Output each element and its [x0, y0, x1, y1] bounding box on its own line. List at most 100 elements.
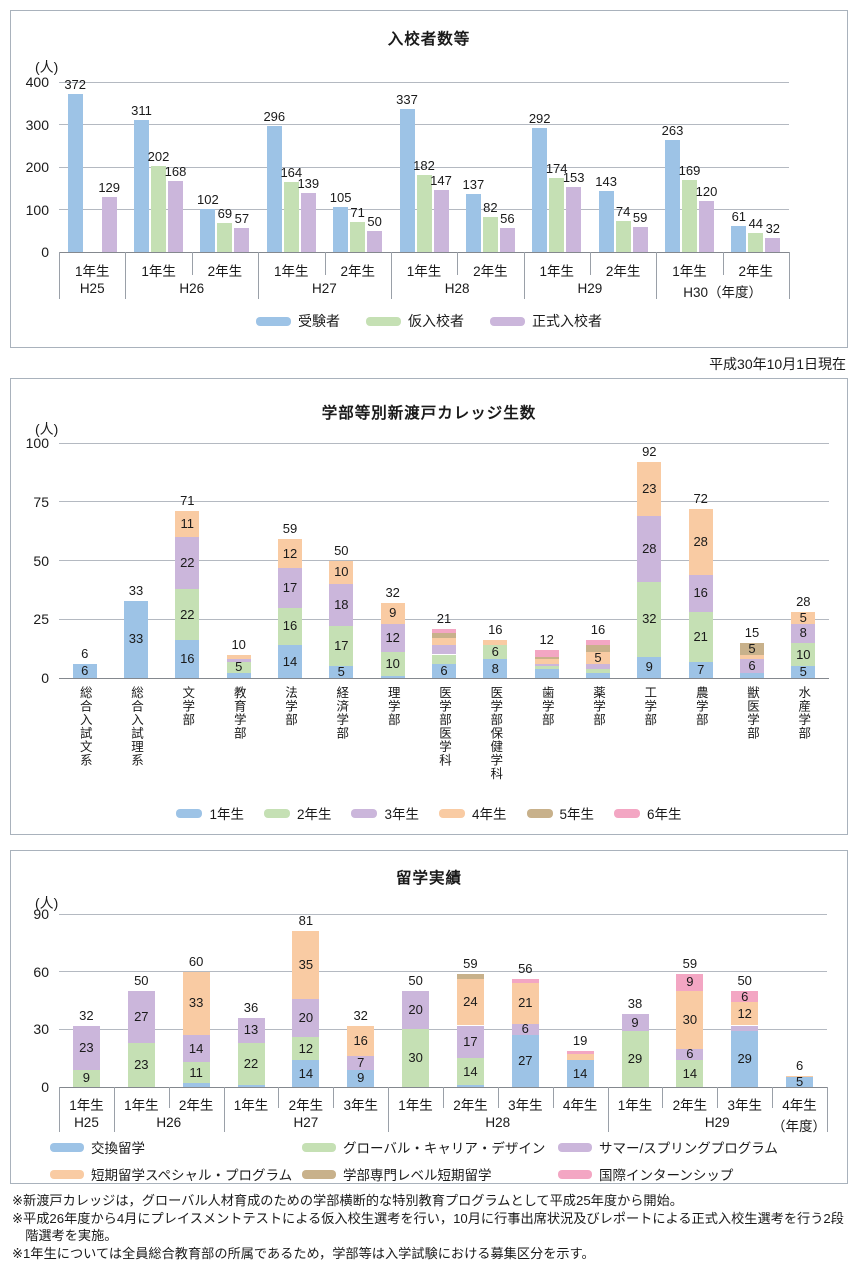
bar-segment-3年生: [380, 624, 405, 653]
x-tick-label: 1年生: [233, 1098, 269, 1113]
bar-segment-5年生: [432, 633, 456, 639]
bar-segment-グローバル・キャリア・デザイン: [402, 1029, 430, 1087]
footnote: ※新渡戸カレッジは，グローバル人材育成のための学部横断的な特別教育プログラムとし…: [12, 1193, 683, 1208]
bar-正式入校者: [367, 230, 383, 253]
bar-正式入校者: [632, 226, 648, 252]
total-label: 92: [642, 443, 657, 459]
legend-item: サマー/スプリングプログラム: [558, 1137, 808, 1157]
axis-tick: [324, 252, 326, 275]
gridline: [59, 971, 827, 973]
bar-segment-4年生: [688, 508, 713, 575]
bar-segment-グローバル・キャリア・デザイン: [72, 1069, 100, 1087]
bar-受験者: [731, 226, 747, 252]
x-category-label: 経済学部: [334, 686, 349, 740]
year-label: H25: [74, 1115, 99, 1130]
segment-label: 16: [353, 1032, 368, 1048]
total-label: 38: [627, 996, 643, 1011]
segment-label: 29: [627, 1051, 643, 1067]
legend-label: 学部専門レベル短期留学: [343, 1168, 492, 1183]
chart-study-abroad-panel: 留学実績 (人) 0 30 60 90 9 23 32 1年生 23 27 50 1年生 11 14 33 6…: [10, 850, 848, 1184]
bar-segment-2年生: [226, 661, 251, 674]
bar-受験者: [134, 119, 149, 252]
legend-label: 3年生: [384, 807, 419, 822]
y-tick-label: 400: [25, 74, 49, 90]
bar-segment-交換留学: [511, 1035, 539, 1087]
bar-仮入校者: [748, 233, 764, 252]
gridline: [59, 501, 829, 503]
value-label: 32: [765, 221, 781, 237]
segment-label: 12: [298, 1040, 314, 1056]
segment-label: 29: [737, 1051, 752, 1067]
bar-segment-サマー/スプリングプログラム: [237, 1017, 265, 1043]
axis-tick: [258, 252, 260, 299]
legend-item: 学部専門レベル短期留学: [302, 1164, 554, 1184]
value-label: 372: [64, 76, 87, 92]
bar-segment-サマー/スプリングプログラム: [127, 990, 155, 1043]
segment-label: 10: [385, 655, 400, 671]
bar-segment-4年生: [740, 654, 764, 660]
legend-item: 短期留学スペシャル・プログラム: [50, 1164, 298, 1184]
y-tick-label: 90: [33, 906, 49, 922]
axis-tick: [656, 252, 658, 299]
segment-label: 20: [298, 1009, 314, 1025]
y-tick-label: 300: [25, 116, 49, 133]
bar-segment-1年生: [483, 659, 508, 678]
axis-tick: [278, 1087, 280, 1108]
bar-segment-短期留学スペシャル・プログラム: [731, 1002, 759, 1026]
segment-label: 6: [748, 658, 756, 674]
bar-仮入校者: [416, 174, 432, 253]
axis-tick: [662, 1087, 664, 1108]
legend-item: 受験者: [256, 311, 340, 331]
chart-entrants-panel: 入校者数等 (人) 0 100 200 300 400 372 129 1年生 311 202 16…: [10, 10, 848, 348]
bar-segment-5年生: [534, 656, 559, 660]
x-tick-label: 4年生: [562, 1098, 598, 1113]
axis-tick: [125, 252, 127, 299]
bar-segment-国際インターンシップ: [566, 1050, 594, 1055]
legend-item: 仮入校者: [366, 311, 464, 331]
bar-受験者: [465, 193, 481, 252]
segment-label: 5: [799, 610, 807, 626]
x-tick-label: 3年生: [508, 1098, 543, 1113]
segment-label: 16: [180, 651, 195, 667]
segment-label: 30: [682, 1011, 698, 1027]
plot-area-entrants: 0 100 200 300 400 372 129 1年生 311 202 168 1年生 102 69 5…: [11, 11, 847, 347]
y-tick-label: 100: [25, 435, 49, 451]
segment-label: 23: [642, 480, 657, 496]
value-label: 74: [615, 203, 631, 219]
segment-label: 30: [408, 1050, 423, 1066]
legend-label: 交換留学: [91, 1141, 145, 1156]
x-category-label: 総合入試理系: [129, 686, 143, 767]
legend-label: 短期留学スペシャル・プログラム: [91, 1168, 293, 1183]
x-category-label: 薬学部: [591, 686, 605, 727]
x-tick-label: 2年生: [178, 1098, 214, 1113]
legend-swatch: [558, 1169, 592, 1179]
legend-item: 3年生: [351, 803, 419, 823]
segment-label: 7: [357, 1055, 365, 1070]
total-label: 32: [353, 1007, 368, 1023]
segment-label: 16: [282, 618, 298, 634]
bar-segment-1年生: [586, 673, 610, 678]
total-label: 56: [518, 961, 533, 977]
y-axis-unit-label: (人): [35, 59, 59, 75]
bar-segment-グローバル・キャリア・デザイン: [182, 1062, 210, 1084]
bar-受験者: [200, 208, 216, 253]
legend-label: 2年生: [296, 807, 332, 822]
x-tick-label: 1年生: [69, 1098, 104, 1113]
bar-正式入校者: [499, 228, 515, 252]
year-label: H25: [79, 281, 105, 296]
legend-item: 1年生: [176, 803, 244, 823]
bar-segment-国際インターンシップ: [676, 973, 704, 991]
bar-受験者: [532, 127, 548, 252]
legend-swatch: [558, 1142, 592, 1152]
bar-segment-2年生: [586, 668, 610, 674]
bar-segment-2年生: [637, 581, 662, 657]
value-label: 105: [329, 190, 352, 206]
value-label: 168: [164, 163, 187, 179]
total-label: 19: [572, 1032, 588, 1048]
x-tick-label: 3年生: [343, 1098, 378, 1113]
y-tick-label: 75: [33, 493, 49, 510]
axis-tick: [59, 252, 60, 299]
bar-正式入校者: [433, 189, 449, 252]
bar-segment-サマー/スプリングプログラム: [292, 998, 320, 1037]
value-label: 153: [562, 170, 585, 185]
